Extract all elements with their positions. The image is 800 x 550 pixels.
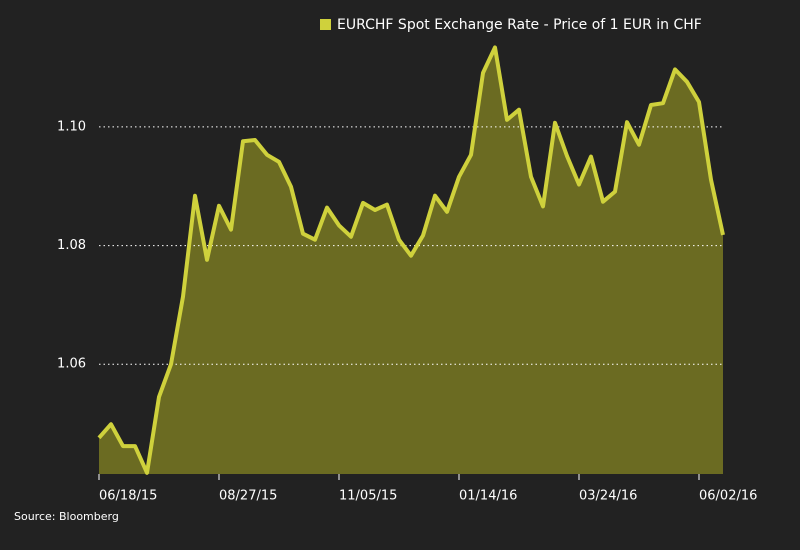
x-tick-label: 03/24/16 — [579, 489, 637, 504]
source-note: Source: Bloomberg — [14, 510, 119, 523]
x-tick-label: 11/05/15 — [339, 489, 397, 504]
y-tick-label: 1.08 — [57, 238, 86, 253]
legend-label: EURCHF Spot Exchange Rate - Price of 1 E… — [337, 17, 702, 33]
legend-swatch — [320, 19, 331, 30]
line — [97, 45, 725, 475]
area — [99, 47, 723, 475]
y-tick-label: 1.10 — [57, 119, 86, 134]
x-tick-label: 01/14/16 — [459, 489, 517, 504]
y-tick-label: 1.06 — [57, 357, 86, 372]
x-tick-label: 06/18/15 — [99, 489, 157, 504]
x-tick-label: 06/02/16 — [699, 489, 757, 504]
x-tick-label: 08/27/15 — [219, 489, 277, 504]
